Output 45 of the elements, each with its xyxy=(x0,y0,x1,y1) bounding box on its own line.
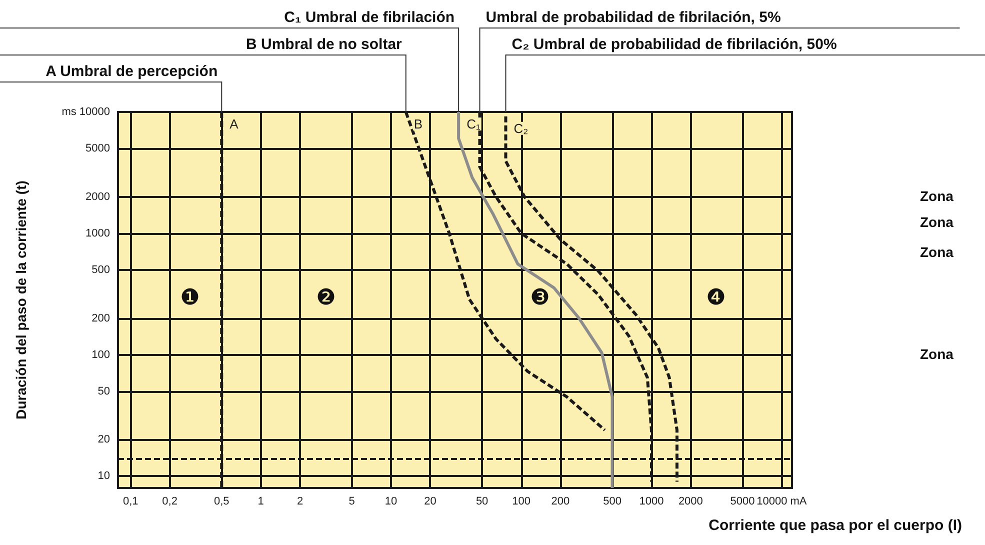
annotation: ❹ xyxy=(706,286,726,311)
x-tick-label: 50 xyxy=(476,496,488,508)
x-tick-label: 0,5 xyxy=(214,496,230,508)
annotation: C₂ Umbral de probabilidad de fibrilación, 50% xyxy=(512,36,837,53)
annotation: ❷ xyxy=(316,286,336,311)
x-tick-label: 2000 xyxy=(678,496,703,508)
annotation: ❶ xyxy=(180,286,200,311)
y-tick-label: 2000 xyxy=(86,190,110,203)
text: Zona xyxy=(920,346,954,362)
x-tick-label: 1000 xyxy=(639,496,664,508)
y-tick-label: ms 10000 xyxy=(62,106,110,118)
series-label: C₂ xyxy=(514,120,528,136)
y-tick-label: 500 xyxy=(92,264,110,276)
x-tick-label: 5000 xyxy=(730,496,755,508)
x-axis-title: Corriente que pasa por el cuerpo (I) xyxy=(708,517,962,534)
annotation: ❸ xyxy=(530,286,550,311)
x-tick-label: 100 xyxy=(512,496,530,508)
x-tick-label: 5 xyxy=(348,496,355,508)
series-label: C₁ xyxy=(466,116,481,132)
annotation: Umbral de probabilidad de fibrilación, 5% xyxy=(486,9,781,26)
y-axis-title: Duración del paso de la corriente (t) xyxy=(13,180,29,420)
series-label: A xyxy=(230,116,239,132)
annotation: C₁ Umbral de fibrilación xyxy=(284,9,455,26)
text: Zona xyxy=(920,214,954,230)
x-tick-label: 500 xyxy=(603,496,622,508)
x-tick-label: 10000 mA xyxy=(756,496,808,508)
x-tick-label: 1 xyxy=(258,496,264,508)
x-tick-label: 10 xyxy=(384,496,398,508)
y-tick-label: 50 xyxy=(98,385,110,398)
annotation: B Umbral de no soltar xyxy=(246,36,402,53)
y-tick-label: 200 xyxy=(92,312,110,324)
x-tick-label: 0,2 xyxy=(162,496,178,508)
y-tick-label: 20 xyxy=(98,434,110,446)
x-tick-label: 20 xyxy=(424,496,436,508)
x-tick-label: 2 xyxy=(296,496,304,508)
annotation: A Umbral de percepción xyxy=(46,63,218,80)
x-tick-label: 200 xyxy=(551,496,570,508)
y-tick-label: 1000 xyxy=(86,227,110,240)
series-label: B xyxy=(414,116,423,132)
y-tick-label: 5000 xyxy=(86,142,110,155)
y-tick-label: 10 xyxy=(98,470,110,482)
y-tick-label: 100 xyxy=(92,348,110,361)
text: Zona xyxy=(920,188,954,204)
text: Zona xyxy=(920,244,954,260)
x-tick-label: 0,1 xyxy=(122,496,138,508)
